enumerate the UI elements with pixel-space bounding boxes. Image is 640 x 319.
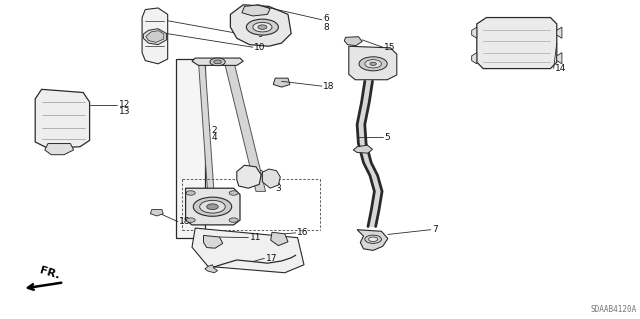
Circle shape [365, 235, 381, 243]
Polygon shape [472, 53, 477, 64]
Circle shape [369, 237, 378, 241]
Polygon shape [344, 37, 362, 46]
Text: 12: 12 [119, 100, 131, 109]
Polygon shape [150, 210, 163, 216]
Text: SDAAB4120A: SDAAB4120A [591, 305, 637, 314]
Text: 11: 11 [250, 233, 261, 242]
Circle shape [359, 57, 387, 71]
Polygon shape [357, 124, 366, 144]
Polygon shape [472, 27, 477, 38]
Polygon shape [142, 8, 168, 64]
Text: 3: 3 [275, 184, 281, 193]
Text: 8: 8 [323, 23, 329, 32]
Polygon shape [262, 169, 280, 188]
Polygon shape [353, 145, 372, 153]
Text: 13: 13 [119, 107, 131, 116]
Polygon shape [357, 230, 388, 250]
Polygon shape [371, 191, 382, 211]
Circle shape [253, 22, 272, 32]
Polygon shape [143, 29, 166, 45]
Text: 10: 10 [254, 43, 266, 52]
Text: FR.: FR. [38, 265, 61, 281]
Text: 1: 1 [275, 177, 281, 186]
Circle shape [200, 200, 225, 213]
Circle shape [186, 191, 195, 195]
Polygon shape [186, 188, 240, 225]
Polygon shape [368, 211, 379, 226]
Polygon shape [362, 81, 372, 102]
Polygon shape [477, 18, 557, 69]
Text: 18: 18 [179, 217, 191, 226]
Polygon shape [557, 27, 562, 38]
Text: 17: 17 [266, 254, 277, 263]
Circle shape [229, 218, 238, 222]
Text: 14: 14 [555, 64, 566, 73]
Polygon shape [349, 46, 397, 80]
Polygon shape [198, 61, 214, 198]
Polygon shape [204, 235, 223, 248]
Polygon shape [35, 89, 90, 148]
Circle shape [246, 19, 278, 35]
Circle shape [258, 25, 267, 29]
Circle shape [207, 204, 218, 210]
Circle shape [210, 58, 225, 66]
Text: 9: 9 [257, 30, 263, 39]
Polygon shape [357, 102, 369, 124]
Circle shape [186, 218, 195, 222]
Text: 16: 16 [297, 228, 308, 237]
Circle shape [365, 60, 381, 68]
Text: 2: 2 [211, 126, 217, 135]
Text: 18: 18 [323, 82, 335, 91]
Circle shape [370, 62, 376, 65]
Polygon shape [224, 61, 266, 191]
Polygon shape [230, 5, 291, 46]
Text: 4: 4 [211, 133, 217, 142]
Text: 5: 5 [384, 133, 390, 142]
Polygon shape [370, 175, 382, 191]
Circle shape [229, 191, 238, 195]
Polygon shape [205, 265, 218, 273]
Polygon shape [358, 144, 371, 163]
Polygon shape [271, 232, 288, 246]
Polygon shape [273, 78, 290, 87]
Circle shape [214, 60, 221, 64]
Polygon shape [45, 144, 74, 155]
Polygon shape [242, 5, 270, 16]
Polygon shape [176, 59, 205, 238]
Text: 15: 15 [384, 43, 396, 52]
Circle shape [193, 197, 232, 216]
Text: 7: 7 [432, 225, 438, 234]
Polygon shape [146, 31, 164, 42]
Polygon shape [192, 228, 304, 273]
Polygon shape [557, 53, 562, 64]
Polygon shape [364, 163, 378, 175]
Polygon shape [192, 58, 243, 65]
Text: 6: 6 [323, 14, 329, 23]
Polygon shape [237, 165, 261, 188]
